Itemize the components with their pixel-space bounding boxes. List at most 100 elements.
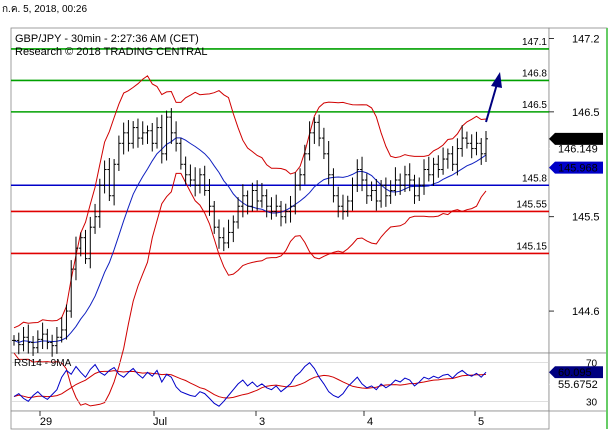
price-bar [293, 172, 298, 215]
price-bar [302, 144, 307, 185]
price-bar [278, 200, 283, 227]
price-tick-label: 146.5 [572, 107, 600, 119]
price-bar [417, 177, 422, 201]
level-label: 147.1 [522, 37, 547, 48]
price-bar [26, 324, 31, 354]
price-bar [388, 180, 393, 204]
rsi-tick-label: 70 [586, 359, 598, 370]
price-bar [484, 131, 488, 162]
price-bar [169, 108, 174, 144]
price-bar [164, 110, 169, 161]
rsi-label: RSI14 - 9MA [14, 358, 72, 369]
price-bar [240, 184, 245, 218]
price-bar [178, 138, 183, 170]
price-bar [73, 236, 78, 281]
price-bar [183, 156, 188, 185]
price-bar [93, 203, 98, 234]
price-bar [197, 168, 202, 194]
price-panel[interactable] [10, 27, 550, 354]
rsi-panel[interactable] [10, 352, 550, 412]
price-bar [460, 125, 465, 157]
price-bar [455, 138, 460, 176]
price-bar [321, 127, 326, 160]
price-bar [379, 180, 384, 208]
price-bar [398, 173, 403, 195]
price-bar [102, 160, 107, 194]
price-bar [226, 219, 231, 249]
price-tick-label: 145.5 [572, 212, 600, 224]
price-bar [188, 164, 193, 187]
bollinger-lower [13, 172, 487, 407]
price-bar [116, 135, 121, 171]
price-bar [298, 168, 303, 191]
price-bar [135, 118, 140, 148]
price-bar [35, 330, 40, 353]
forecast-arrow [485, 72, 502, 123]
price-bar [288, 195, 293, 223]
price-bar [445, 148, 450, 169]
time-label: 3 [259, 416, 265, 428]
price-bar [121, 122, 126, 155]
price-bar [441, 147, 446, 175]
price-bar [12, 335, 16, 346]
bollinger-upper [13, 75, 487, 329]
price-bar [336, 186, 341, 218]
price-tick-label: 144.6 [572, 306, 600, 318]
price-bar [479, 138, 484, 165]
price-bar [331, 168, 336, 203]
price-bar [264, 189, 269, 218]
price-bar [436, 155, 441, 178]
price-bar [317, 114, 322, 147]
time-axis [10, 410, 550, 430]
level-label: 146.5 [522, 100, 547, 111]
price-bar [83, 229, 88, 264]
rsi-ma-badge: 55.6752 [549, 378, 603, 391]
ma-badge: 145.968 [549, 161, 603, 175]
price-bar [107, 158, 112, 201]
price-bar [31, 336, 36, 356]
price-bar [64, 304, 69, 340]
price-bar [326, 141, 331, 185]
price-bar [45, 328, 50, 350]
price-bar [131, 121, 136, 149]
price-bar [150, 122, 155, 152]
price-bar [112, 159, 117, 206]
price-bar [21, 327, 26, 352]
price-bar [159, 114, 164, 164]
price-bar [350, 177, 355, 211]
price-bar [450, 146, 455, 171]
price-bar [155, 117, 160, 149]
price-bar [383, 177, 388, 207]
price-bar [202, 165, 207, 196]
time-label: Jul [153, 416, 167, 428]
time-label: 29 [40, 416, 52, 428]
price-bar [236, 197, 241, 229]
rsi-tick-label: 30 [586, 397, 598, 408]
price-bar [364, 173, 369, 204]
price-bar [255, 180, 260, 211]
price-bar [231, 215, 236, 243]
rsi-ma-badge-text: 55.6752 [558, 379, 598, 391]
price-bar [40, 322, 45, 350]
level-label: 145.55 [516, 199, 547, 210]
timestamp: ก.ค. 5, 2018, 00:26 [2, 4, 87, 15]
price-bar [422, 159, 427, 195]
price-bar [245, 190, 250, 215]
price-bar [340, 194, 345, 220]
price-bar [312, 117, 317, 144]
time-label: 5 [478, 416, 484, 428]
price-bar [393, 167, 398, 196]
price-bar [345, 195, 350, 217]
rsi-value-badge: 60.095 [549, 366, 603, 379]
price-bar [274, 194, 279, 217]
price-bar [283, 203, 288, 224]
rsi-line [13, 362, 487, 407]
symbol-title: GBP/JPY - 30min - 2:27:36 AM (CET) [15, 33, 199, 45]
price-bar [431, 157, 436, 186]
time-label: 4 [367, 416, 373, 428]
price-bar [88, 216, 93, 269]
price-bar [212, 200, 217, 234]
price-bar [145, 125, 150, 144]
price-bar [221, 227, 226, 252]
